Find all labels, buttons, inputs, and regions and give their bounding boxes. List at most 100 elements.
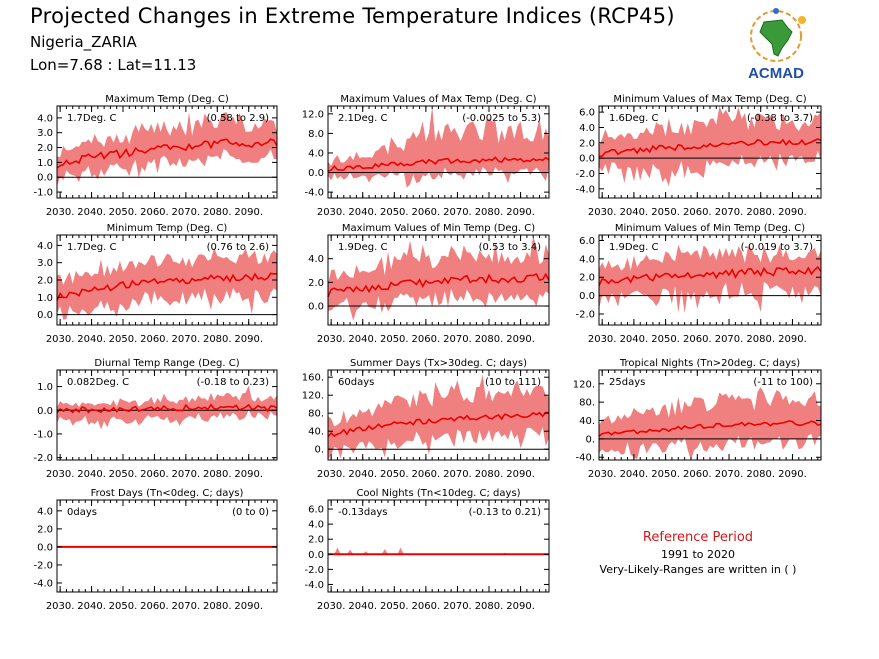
range-spike — [397, 547, 404, 555]
median-series-line — [56, 403, 278, 414]
reference-period-years: 1991 to 2020 — [660, 548, 736, 561]
x-tick-label: 2030. — [588, 207, 617, 218]
y-tick-label: 2.0 — [579, 138, 595, 149]
x-tick-label: 2080. — [475, 469, 504, 480]
x-tick-label: 2050. — [380, 207, 409, 218]
likely-range-band — [57, 385, 277, 430]
x-tick-label: 2090. — [778, 469, 807, 480]
chart-title: Summer Days (Tx>30deg. C; days) — [350, 358, 527, 369]
y-tick-label: 4.0 — [308, 254, 324, 265]
x-tick-label: 2090. — [506, 334, 535, 345]
x-tick-label: 2070. — [715, 207, 744, 218]
range-spike — [346, 549, 354, 555]
x-tick-label: 2050. — [109, 469, 138, 480]
acmad-logo: ACMAD — [748, 8, 806, 82]
median-series-line — [56, 138, 278, 169]
page-title: Projected Changes in Extreme Temperature… — [30, 4, 675, 28]
x-tick-label: 2050. — [651, 207, 680, 218]
y-tick-label: 4.0 — [308, 148, 324, 159]
likely-range-label: (-0.38 to 3.7) — [747, 113, 813, 124]
chart-title: Minimum Values of Max Temp (Deg. C) — [613, 94, 806, 105]
x-tick-label: 2040. — [620, 207, 649, 218]
x-tick-label: 2070. — [172, 469, 201, 480]
median-series-line — [598, 266, 822, 286]
chart-panel: 6.0 4.0 2.0 0.0 -2.0 -4.0 2030. 2040. 2050. 2060.… — [304, 488, 550, 612]
chart-panel: 6.0 4.0 2.0 0.0 -2.0 2030. 2040. 2050. 2060. 2070… — [575, 223, 822, 345]
x-tick-label: 2030. — [317, 469, 346, 480]
median-change-label: 1.7Deg. C — [67, 242, 116, 253]
likely-range-band — [57, 112, 277, 187]
y-tick-label: 0. — [314, 445, 324, 456]
median-series-line — [327, 156, 550, 172]
chart-title: Maximum Values of Min Temp (Deg. C) — [342, 223, 535, 234]
x-tick-label: 2080. — [475, 601, 504, 612]
likely-range-label: (0.58 to 2.9) — [207, 113, 269, 124]
chart-panel: 12.0 8.0 4.0 0.0 -4.0 2030. 2040. 2050. 2060. 207… — [302, 94, 550, 218]
x-tick-label: 2060. — [140, 207, 169, 218]
x-tick-label: 2050. — [109, 207, 138, 218]
median-change-label: 1.7Deg. C — [67, 113, 116, 124]
likely-range-band — [328, 106, 549, 188]
chart-title: Diurnal Temp Range (Deg. C) — [94, 358, 239, 369]
y-tick-label: 1.0 — [37, 158, 53, 169]
y-tick-label: -4.0 — [33, 578, 53, 589]
y-tick-label: 2.0 — [308, 535, 324, 546]
x-tick-label: 2090. — [778, 207, 807, 218]
y-tick-label: 1.0 — [37, 293, 53, 304]
y-tick-label: 4.0 — [579, 123, 595, 134]
median-series-line — [327, 272, 550, 298]
chart-panel: 4.0 2.0 0.0 -2.0 -4.0 2030. 2040. 2050. 2060. 207… — [33, 488, 278, 612]
median-change-label: -0.13days — [338, 507, 387, 518]
x-tick-label: 2080. — [475, 207, 504, 218]
x-tick-label: 2090. — [506, 601, 535, 612]
africa-map-logo-icon — [750, 8, 806, 62]
y-tick-label: 8.0 — [308, 129, 324, 140]
x-tick-label: 2050. — [380, 334, 409, 345]
chart-panel: 4.0 3.0 2.0 1.0 0.0 2030. 2040. 2050. 2060. 2070.… — [37, 223, 278, 345]
x-tick-label: 2030. — [317, 334, 346, 345]
y-tick-label: 6.0 — [308, 505, 324, 516]
y-tick-label: 6.0 — [579, 236, 595, 247]
median-series-line — [598, 420, 822, 437]
reference-period-note: Very-Likely-Ranges are written in ( ) — [599, 563, 797, 576]
y-tick-label: 160. — [302, 373, 324, 384]
likely-range-band — [599, 106, 821, 187]
x-tick-label: 2060. — [140, 469, 169, 480]
y-tick-label: 3.0 — [37, 128, 53, 139]
y-tick-label: 120. — [302, 391, 324, 402]
x-tick-label: 2060. — [412, 601, 441, 612]
likely-range-band — [328, 374, 549, 460]
x-tick-label: 2090. — [506, 207, 535, 218]
likely-range-band — [57, 247, 277, 320]
x-tick-label: 2040. — [348, 469, 377, 480]
x-tick-label: 2060. — [412, 207, 441, 218]
likely-range-label: (0 to 0) — [232, 507, 269, 518]
x-tick-label: 2070. — [443, 469, 472, 480]
x-tick-label: 2060. — [140, 334, 169, 345]
x-tick-label: 2030. — [588, 469, 617, 480]
y-tick-label: 4.0 — [579, 254, 595, 265]
x-tick-label: 2040. — [348, 334, 377, 345]
x-tick-label: 2050. — [651, 334, 680, 345]
x-tick-label: 2060. — [412, 334, 441, 345]
x-tick-label: 2030. — [588, 334, 617, 345]
x-tick-label: 2080. — [746, 207, 775, 218]
x-tick-label: 2090. — [506, 469, 535, 480]
y-tick-label: 0.0 — [308, 302, 324, 313]
x-tick-label: 2040. — [620, 469, 649, 480]
y-tick-label: 80. — [308, 409, 324, 420]
x-tick-label: 2080. — [203, 469, 232, 480]
y-tick-label: 2.0 — [37, 524, 53, 535]
range-spike — [334, 547, 341, 555]
median-change-label: 25days — [609, 377, 645, 388]
x-tick-label: 2060. — [140, 601, 169, 612]
chart-title: Frost Days (Tn<0deg. C; days) — [91, 488, 244, 499]
x-tick-label: 2040. — [77, 469, 106, 480]
x-tick-label: 2030. — [317, 207, 346, 218]
x-tick-label: 2050. — [380, 469, 409, 480]
chart-panel: 6.0 4.0 2.0 0.0 -2.0 -4.0 2030. 2040. 2050. 2060.… — [575, 94, 822, 218]
logo-text: ACMAD — [748, 65, 804, 82]
site-coordinates: Lon=7.68 : Lat=11.13 — [30, 56, 197, 74]
likely-range-band — [599, 387, 821, 460]
